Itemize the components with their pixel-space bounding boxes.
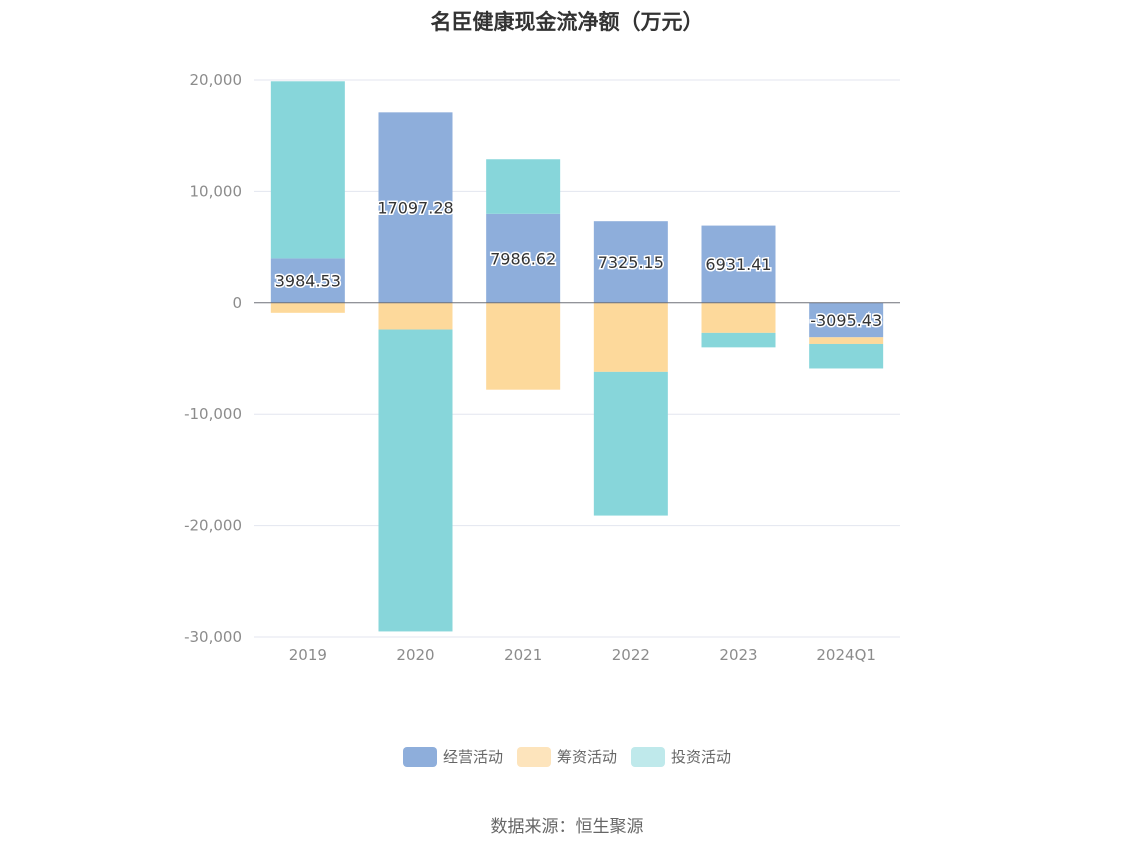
y-tick-label: 20,000	[190, 71, 243, 89]
data-label: -3095.43	[810, 311, 882, 330]
legend-swatch-investing	[631, 746, 665, 767]
y-tick-labels: 20,000 10,000 0 -10,000 -20,000 -30,000	[184, 71, 242, 646]
bar-operating[interactable]	[486, 213, 561, 303]
y-tick-label: -20,000	[184, 517, 242, 535]
data-label: 17097.28	[377, 199, 453, 218]
bar-investing[interactable]	[701, 332, 776, 348]
x-tick-label: 2023	[719, 646, 757, 664]
bar-investing[interactable]	[378, 329, 453, 632]
bar-operating[interactable]	[270, 258, 345, 303]
grid-lines	[254, 79, 900, 638]
bar-investing[interactable]	[593, 371, 668, 516]
source-note: 数据来源：恒生聚源	[490, 817, 644, 837]
bar-financing[interactable]	[809, 337, 884, 344]
zero-axis	[254, 302, 900, 638]
y-tick-label: -10,000	[184, 405, 242, 423]
legend-label-operating: 经营活动	[442, 748, 503, 766]
bar-operating[interactable]	[809, 302, 884, 338]
bars	[270, 81, 884, 632]
bar-investing[interactable]	[486, 159, 561, 214]
legend-label-financing: 筹资活动	[556, 748, 617, 766]
bar-financing[interactable]	[593, 302, 668, 372]
x-tick-label: 2024Q1	[816, 646, 876, 664]
bar-investing[interactable]	[270, 81, 345, 259]
x-tick-label: 2019	[289, 646, 327, 664]
bar-financing[interactable]	[701, 302, 776, 333]
y-tick-label: -30,000	[184, 628, 242, 646]
bar-operating[interactable]	[593, 221, 668, 303]
data-labels: 3984.53 17097.28 7986.62 7325.15 6931.41 -309…	[273, 197, 883, 331]
data-label: 6931.41	[705, 255, 771, 274]
x-tick-label: 2020	[396, 646, 434, 664]
chart-title: 名臣健康现金流净额（万元）	[430, 10, 704, 34]
bar-financing[interactable]	[270, 302, 345, 313]
data-label: 7986.62	[490, 249, 556, 268]
bar-operating[interactable]	[701, 225, 776, 303]
chart-plot: 3984.53 17097.28 7986.62 7325.15 6931.41 -309…	[184, 71, 900, 664]
legend: 经营活动 筹资活动 投资活动	[0, 746, 1134, 767]
legend-swatch-operating	[402, 746, 437, 767]
x-tick-label: 2022	[612, 646, 650, 664]
legend-item-operating[interactable]: 经营活动	[402, 746, 503, 767]
y-tick-label: 0	[232, 294, 242, 312]
x-tick-labels: 2019 2020 2021 2022 2023 2024Q1	[289, 646, 876, 664]
bar-financing[interactable]	[486, 302, 561, 390]
legend-item-financing[interactable]: 筹资活动	[516, 746, 617, 767]
bar-investing[interactable]	[809, 343, 884, 369]
legend-swatch-financing	[516, 746, 551, 767]
legend-item-investing[interactable]: 投资活动	[631, 746, 731, 767]
x-tick-label: 2021	[504, 646, 542, 664]
legend-label-investing: 投资活动	[671, 748, 732, 766]
bar-operating[interactable]	[378, 112, 453, 303]
y-tick-label: 10,000	[190, 182, 243, 200]
data-label: 3984.53	[275, 272, 341, 291]
bar-financing[interactable]	[378, 302, 453, 330]
data-label: 7325.15	[598, 253, 664, 272]
